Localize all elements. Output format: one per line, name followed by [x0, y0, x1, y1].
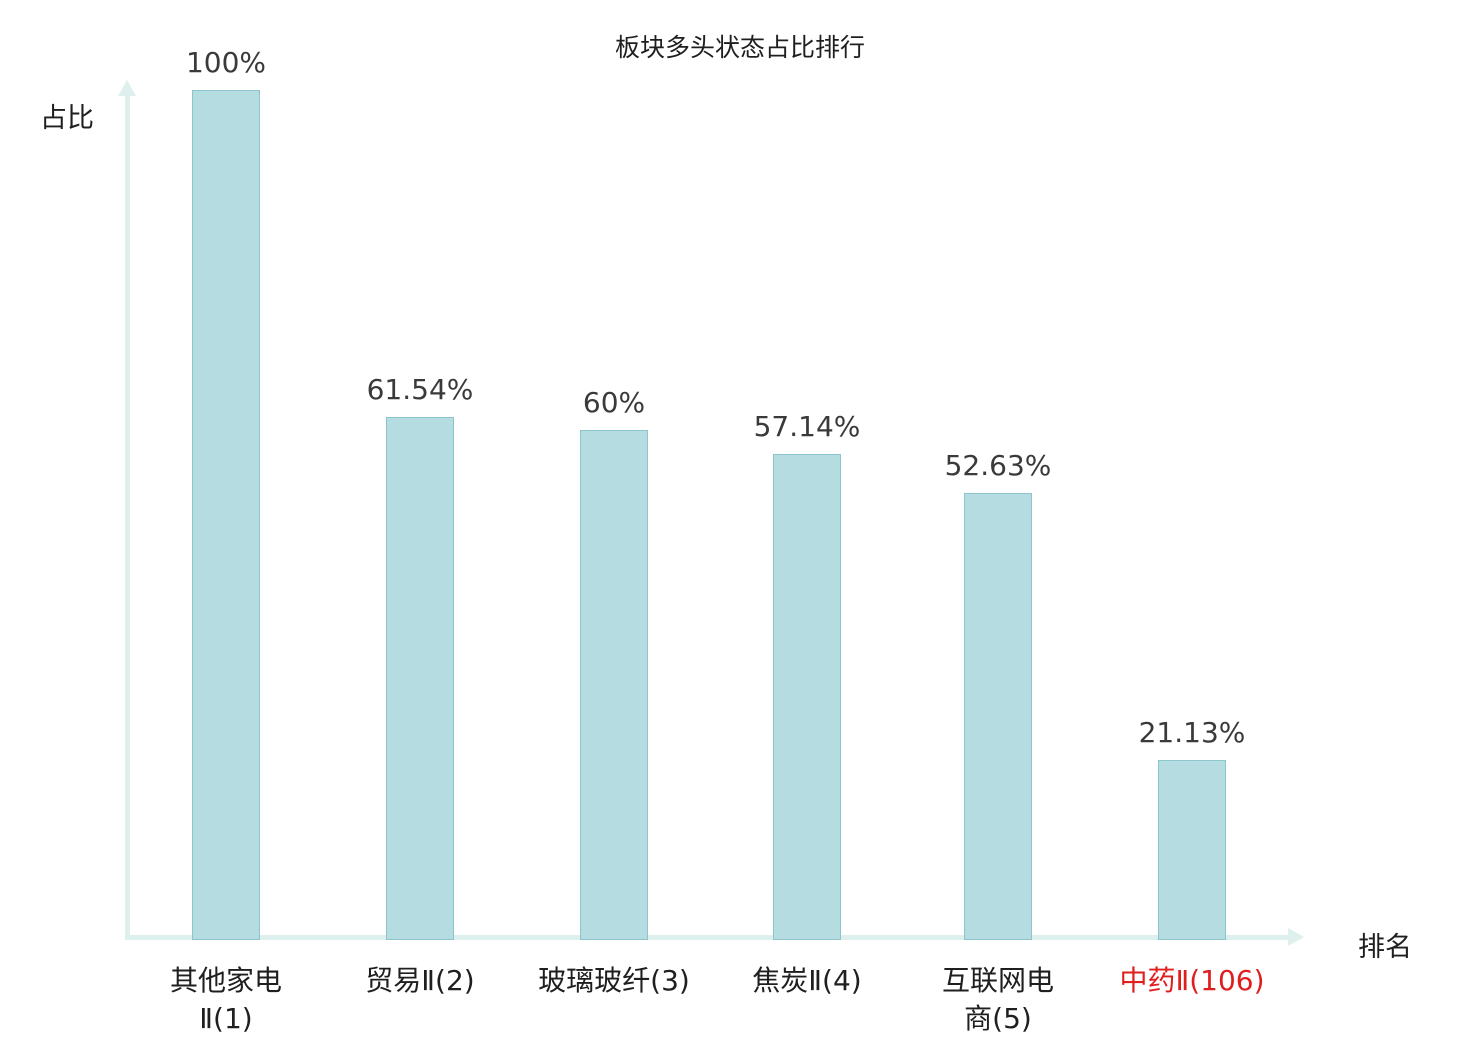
bar [773, 454, 841, 940]
bar [580, 430, 648, 940]
x-tick-label: 中药Ⅱ(106) [1119, 964, 1265, 997]
bar-value-label: 100% [185, 46, 267, 79]
bar-value-label: 60% [582, 386, 646, 419]
chart-title: 板块多头状态占比排行 [614, 33, 865, 62]
bar [386, 417, 454, 940]
bar [1158, 760, 1226, 940]
y-axis-line [125, 95, 130, 940]
bar [964, 493, 1032, 940]
y-axis-label: 占比 [40, 103, 94, 134]
bar [192, 90, 260, 940]
bar-value-label: 52.63% [944, 449, 1052, 482]
bar-value-label: 61.54% [366, 373, 474, 406]
bar-value-label: 21.13% [1138, 716, 1246, 749]
y-axis-arrow-icon [118, 80, 136, 96]
x-tick-label: 互联网电 商(5) [941, 964, 1054, 1035]
x-axis-line [125, 935, 1290, 940]
bar-value-label: 57.14% [753, 410, 861, 443]
x-axis-label: 排名 [1358, 932, 1412, 963]
x-tick-label: 其他家电 Ⅱ(1) [169, 964, 282, 1035]
x-axis-arrow-icon [1288, 928, 1304, 946]
x-tick-label: 焦炭Ⅱ(4) [752, 964, 862, 997]
x-tick-label: 贸易Ⅱ(2) [365, 964, 475, 997]
x-tick-label: 玻璃玻纤(3) [538, 964, 690, 997]
